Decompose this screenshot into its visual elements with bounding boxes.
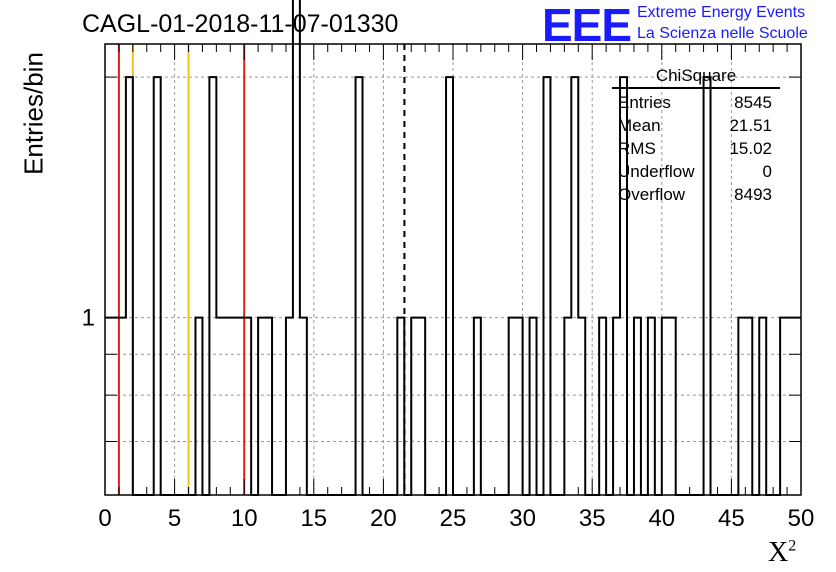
stats-row-entries: Entries 8545 [618,93,772,112]
histogram-bin [230,318,237,495]
histogram-bin [530,318,537,495]
x-tick-label: 5 [168,505,181,532]
x-axis-label: X2 [768,537,797,568]
histogram-bin [648,318,655,495]
histogram-bin [759,318,766,495]
histogram-bin [613,318,620,495]
histogram-bin [571,77,578,495]
x-tick-label: 25 [440,505,467,532]
y-axis-label: Entries/bin [18,52,49,175]
histogram-bin [237,318,244,495]
histogram-bin [397,318,404,495]
x-tick-label: 20 [370,505,397,532]
stats-row-overflow: Overflow 8493 [618,185,772,204]
histogram-bin [112,318,119,495]
histogram-bin [446,77,453,495]
x-tick-label: 40 [648,505,675,532]
histogram-bin [669,318,676,495]
histogram-bin [356,77,363,495]
histogram-bin [244,318,251,495]
histogram-outline [105,0,801,496]
histogram-bin [662,318,669,495]
histogram-bin [154,77,161,495]
histogram-bin [509,318,516,495]
histogram-bin [474,318,481,495]
axis-ticks: 0 5 10 15 20 25 30 35 40 45 50 1 [82,44,815,532]
stats-row-rms: RMS 15.02 [618,139,772,158]
histogram-bin [787,318,794,495]
histogram-bin [599,318,606,495]
histogram-bin [293,0,300,495]
stats-title: ChiSquare [612,66,780,89]
histogram-bin [286,318,293,495]
histogram-bin [411,318,418,495]
histogram-bin [195,318,202,495]
histogram-bin [126,77,133,495]
histogram-bin [216,318,223,495]
histogram-bin [634,318,641,495]
chart-title: CAGL-01-2018-11-07-01330 [82,10,399,38]
logo-line-1: Extreme Energy Events [637,4,806,21]
histogram-bin [265,318,272,495]
x-tick-label: 10 [231,505,258,532]
stats-row-mean: Mean 21.51 [618,116,772,135]
histogram-bin [418,318,425,495]
histogram-bin [209,77,216,495]
stats-box: ChiSquare Entries 8545 Mean 21.51 RMS 15.02… [612,66,780,206]
histogram-bin [258,318,265,495]
histogram-bin [738,318,745,495]
x-tick-label: 0 [98,505,111,532]
histogram-bin [119,318,126,495]
histogram-bin [543,77,550,495]
x-tick-label: 30 [509,505,536,532]
histogram-bin [794,318,801,495]
logo-line-2: La Scienza nelle Scuole [637,25,808,42]
y-tick-label: 1 [82,305,95,332]
histogram-bin [300,318,307,495]
histogram-bin [223,318,230,495]
eee-logo: EEE [542,0,632,51]
x-tick-label: 45 [718,505,745,532]
stats-row-underflow: Underflow 0 [618,162,772,181]
histogram-bin [745,318,752,495]
x-tick-label: 15 [300,505,327,532]
histogram-bin [516,318,523,495]
histogram-bars [105,0,801,496]
histogram-bin [780,318,787,495]
x-tick-label: 35 [579,505,606,532]
histogram-bin [578,318,585,495]
histogram-bin [105,318,112,495]
histogram-bin [564,318,571,495]
x-tick-label: 50 [788,505,815,532]
